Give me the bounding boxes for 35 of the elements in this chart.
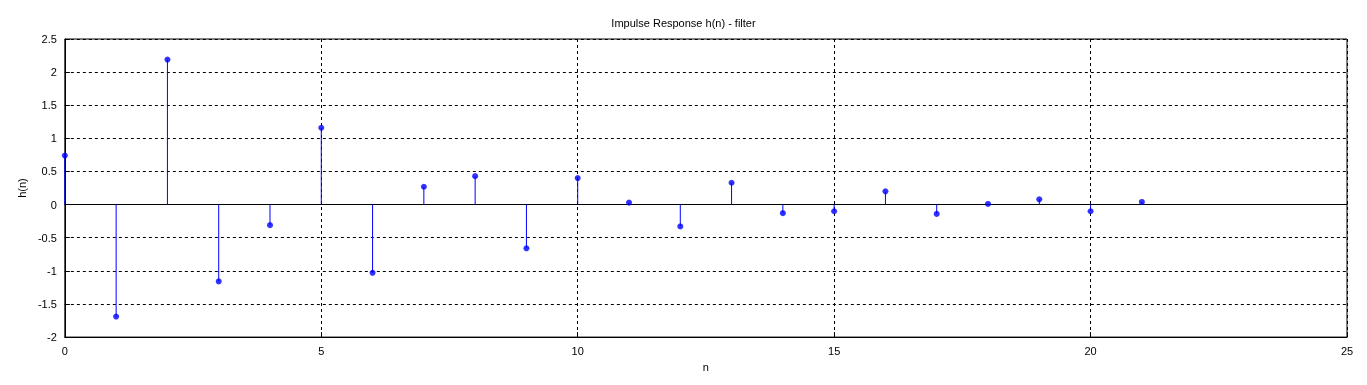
y-tick-label: -2: [47, 331, 57, 344]
y-tick-label: 0: [50, 198, 57, 211]
point: [113, 313, 120, 320]
point: [728, 179, 735, 186]
x-tick-label: 10: [571, 344, 584, 357]
y-tick-label: 1: [50, 132, 57, 145]
x-tick-label: 0: [61, 344, 68, 357]
x-tick-label: 20: [1084, 344, 1097, 357]
point: [267, 222, 273, 229]
y-tick-label: 0.5: [41, 165, 57, 178]
point: [523, 245, 530, 252]
point: [831, 208, 838, 215]
y-axis-title: h(n): [15, 178, 28, 198]
point: [472, 173, 479, 180]
point: [933, 210, 940, 217]
y-tick-label: -1.5: [37, 297, 57, 310]
x-tick-label: 25: [1340, 344, 1354, 357]
y-tick-label: 2: [50, 66, 57, 79]
point: [1087, 208, 1094, 215]
point: [574, 175, 581, 182]
point: [420, 183, 427, 190]
x-tick-label: 5: [318, 344, 325, 357]
y-tick-label: 1.5: [41, 99, 57, 112]
x-tick-label: 15: [828, 344, 841, 357]
point: [61, 152, 68, 159]
y-tick-label: -1: [47, 264, 57, 277]
point: [369, 269, 376, 276]
x-axis-title: n: [702, 360, 709, 373]
point: [318, 124, 325, 131]
point: [164, 56, 171, 63]
chart-title: Impulse Response h(n) - filter: [611, 16, 756, 29]
y-tick-label: -0.5: [37, 231, 57, 244]
y-tick-label: 2.5: [41, 33, 57, 45]
point: [779, 210, 786, 217]
point: [882, 188, 889, 195]
